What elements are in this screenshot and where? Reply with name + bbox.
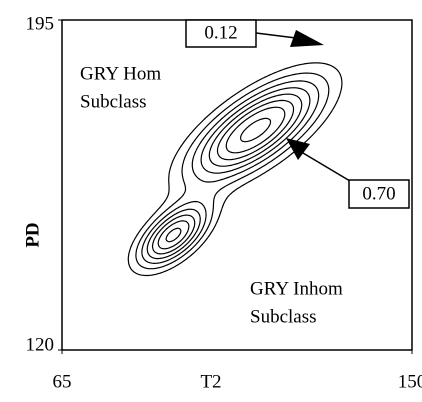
region-label: GRY Hom bbox=[80, 63, 161, 84]
y-tick-label: 120 bbox=[26, 334, 55, 355]
arrow-line bbox=[255, 32, 297, 39]
contour-line bbox=[239, 117, 272, 143]
contour-line bbox=[141, 80, 320, 264]
x-tick-label: 150 bbox=[398, 371, 422, 392]
x-tick-label: 65 bbox=[53, 371, 72, 392]
region-label: Subclass bbox=[250, 306, 317, 327]
level-annotation: 0.70 bbox=[362, 183, 395, 204]
x-axis-label: T2 bbox=[200, 371, 221, 392]
arrow-line bbox=[297, 149, 356, 185]
contour-line bbox=[146, 87, 311, 260]
arrow-head bbox=[286, 138, 310, 160]
region-label: GRY Inhom bbox=[250, 278, 343, 299]
contour-line bbox=[151, 93, 303, 255]
arrow-head bbox=[290, 30, 324, 47]
level-annotation: 0.12 bbox=[204, 22, 237, 43]
annotation-box bbox=[348, 179, 410, 209]
contour-line bbox=[157, 99, 295, 250]
y-axis-label: PD bbox=[22, 222, 43, 247]
annotation-box bbox=[185, 19, 257, 48]
region-label: Subclass bbox=[80, 91, 147, 112]
contour-line bbox=[165, 106, 286, 243]
contour-line bbox=[135, 72, 330, 270]
y-tick-label: 195 bbox=[26, 13, 55, 34]
